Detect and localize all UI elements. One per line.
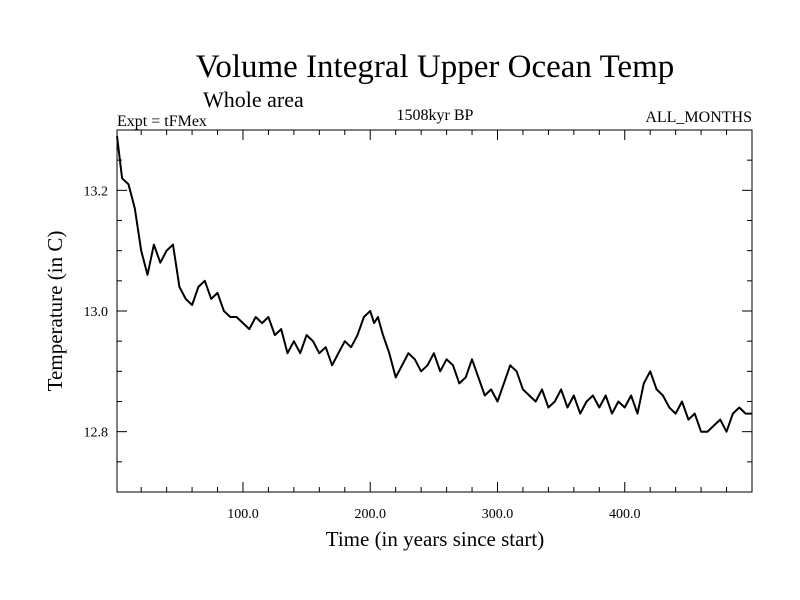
x-tick-label: 400.0 xyxy=(609,507,641,522)
temperature-series-line xyxy=(116,135,752,433)
tick-labels: 100.0 200.0 300.0 400.0 12.8 13.0 13.2 xyxy=(84,184,641,522)
axis-ticks xyxy=(117,130,752,492)
x-axis-label: Time (in years since start) xyxy=(326,527,545,551)
period-label: 1508kyr BP xyxy=(397,107,474,124)
chart-subtitle: Whole area xyxy=(203,87,304,112)
y-tick-label: 12.8 xyxy=(84,426,109,441)
experiment-label: Expt = tFMex xyxy=(117,113,207,130)
months-label: ALL_MONTHS xyxy=(645,109,752,126)
chart-title: Volume Integral Upper Ocean Temp xyxy=(196,49,674,85)
y-axis-label: Temperature (in C) xyxy=(43,231,67,392)
x-tick-label: 300.0 xyxy=(482,507,514,522)
y-tick-label: 13.0 xyxy=(84,305,109,320)
x-tick-label: 100.0 xyxy=(227,507,259,522)
plot-frame xyxy=(116,129,753,493)
x-tick-label: 200.0 xyxy=(354,507,386,522)
y-tick-label: 13.2 xyxy=(84,184,109,199)
